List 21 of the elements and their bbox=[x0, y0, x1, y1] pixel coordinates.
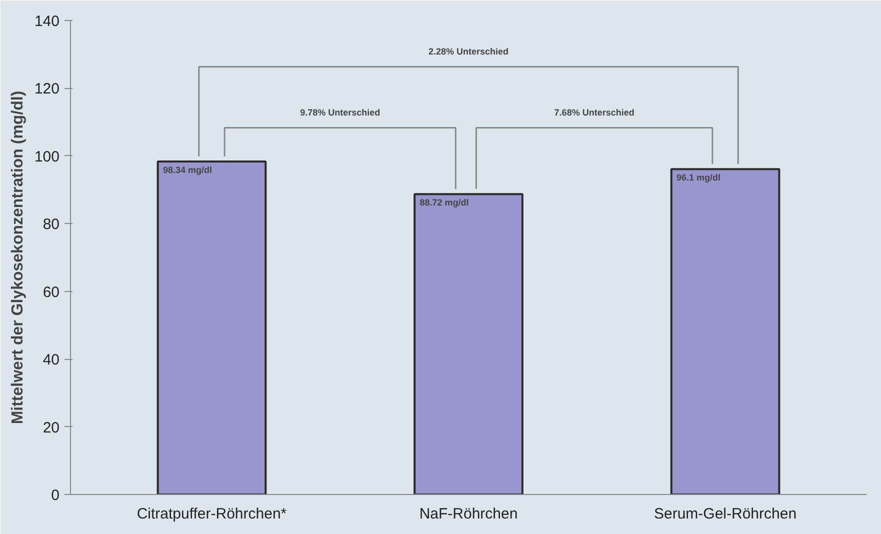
x-tick-label: Serum-Gel-Röhrchen bbox=[654, 506, 797, 522]
x-tick-label: NaF-Röhrchen bbox=[419, 506, 518, 522]
y-tick-label: 20 bbox=[42, 419, 60, 436]
data-label: 88.72 mg/dl bbox=[420, 198, 469, 208]
y-tick-label: 120 bbox=[34, 80, 60, 98]
annotation: 9.78% Unterschied bbox=[300, 108, 380, 118]
y-tick-label: 140 bbox=[34, 13, 60, 30]
data-label: 98.34 mg/dl bbox=[162, 165, 212, 176]
bar bbox=[414, 193, 524, 494]
y-axis-title: Mittelwert der Glykosekonzentration (mg/dl) bbox=[9, 90, 26, 424]
bar bbox=[156, 160, 267, 494]
y-tick-label: 40 bbox=[42, 352, 60, 369]
annotation: 2.28% Unterschied bbox=[428, 46, 509, 57]
y-tick-label: 80 bbox=[42, 216, 60, 234]
annotation: 7.68% Unterschied bbox=[554, 108, 634, 118]
y-tick-label: 0 bbox=[51, 487, 60, 504]
x-tick-label: Citratpuffer-Röhrchen* bbox=[136, 506, 287, 522]
bar bbox=[670, 168, 780, 494]
y-tick-label: 60 bbox=[42, 284, 60, 301]
data-label: 96.1 mg/dl bbox=[676, 172, 721, 183]
y-tick-label: 100 bbox=[34, 148, 60, 166]
